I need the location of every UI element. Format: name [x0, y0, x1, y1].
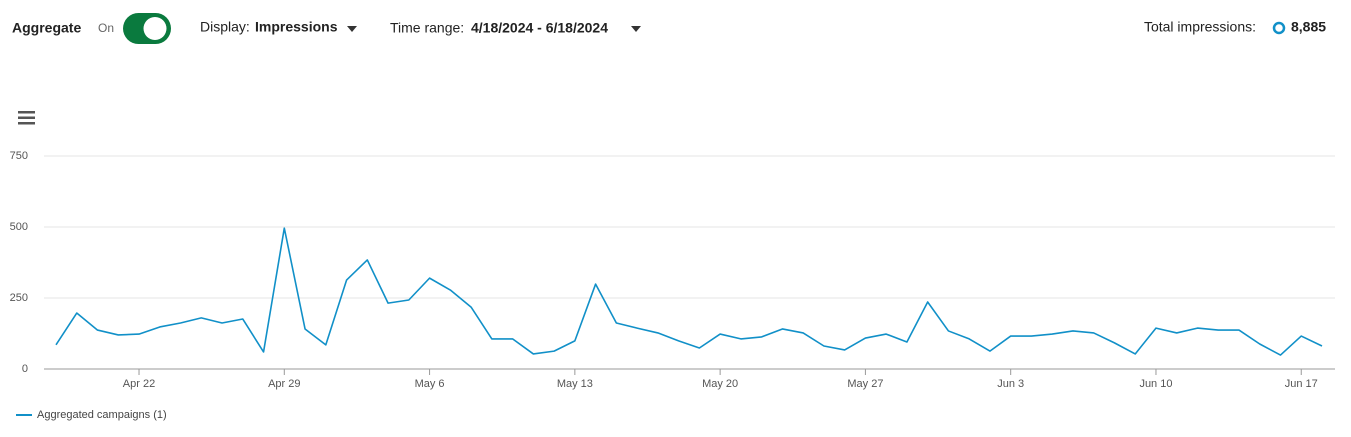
dropdown-arrow	[347, 26, 357, 32]
aggregate-label: Aggregate	[12, 20, 81, 36]
toggle-state: On	[98, 21, 114, 35]
display-label: Display:	[200, 19, 250, 35]
toggle-knob[interactable]	[143, 17, 167, 40]
menu-bar[interactable]	[18, 111, 35, 114]
chart-menu[interactable]	[18, 111, 35, 125]
display-dropdown[interactable]: Display: Impressions	[200, 19, 357, 35]
x-tick-label: Jun 10	[1139, 378, 1172, 390]
legend-label: Aggregated campaigns (1)	[37, 409, 167, 421]
x-tick-label: May 6	[415, 378, 445, 390]
time-range-dropdown[interactable]: Time range: 4/18/2024 - 6/18/2024	[390, 20, 641, 36]
x-tick-label: Apr 22	[123, 378, 155, 390]
y-tick-label: 500	[10, 221, 28, 233]
y-tick-label: 250	[10, 292, 28, 304]
menu-bar[interactable]	[18, 116, 35, 120]
y-tick-label: 0	[22, 363, 28, 375]
x-tick-label: May 27	[847, 378, 883, 390]
x-tick-label: May 13	[557, 378, 593, 390]
total-label: Total impressions:	[1144, 19, 1256, 35]
total-value: 8,885	[1291, 19, 1326, 35]
x-tick-label: Apr 29	[268, 378, 300, 390]
x-tick-label: May 20	[702, 378, 738, 390]
aggregate-toggle[interactable]	[123, 13, 171, 44]
time-range-value: 4/18/2024 - 6/18/2024	[471, 20, 608, 36]
dropdown-arrow	[631, 26, 641, 32]
y-tick-label: 750	[10, 150, 28, 162]
display-value: Impressions	[255, 19, 338, 35]
menu-bar[interactable]	[18, 122, 35, 125]
time-range-label: Time range:	[390, 20, 464, 36]
data-line	[55, 227, 1323, 356]
x-tick-label: Jun 17	[1285, 378, 1318, 390]
x-tick-label: Jun 3	[997, 378, 1024, 390]
total-icon	[1272, 21, 1286, 35]
